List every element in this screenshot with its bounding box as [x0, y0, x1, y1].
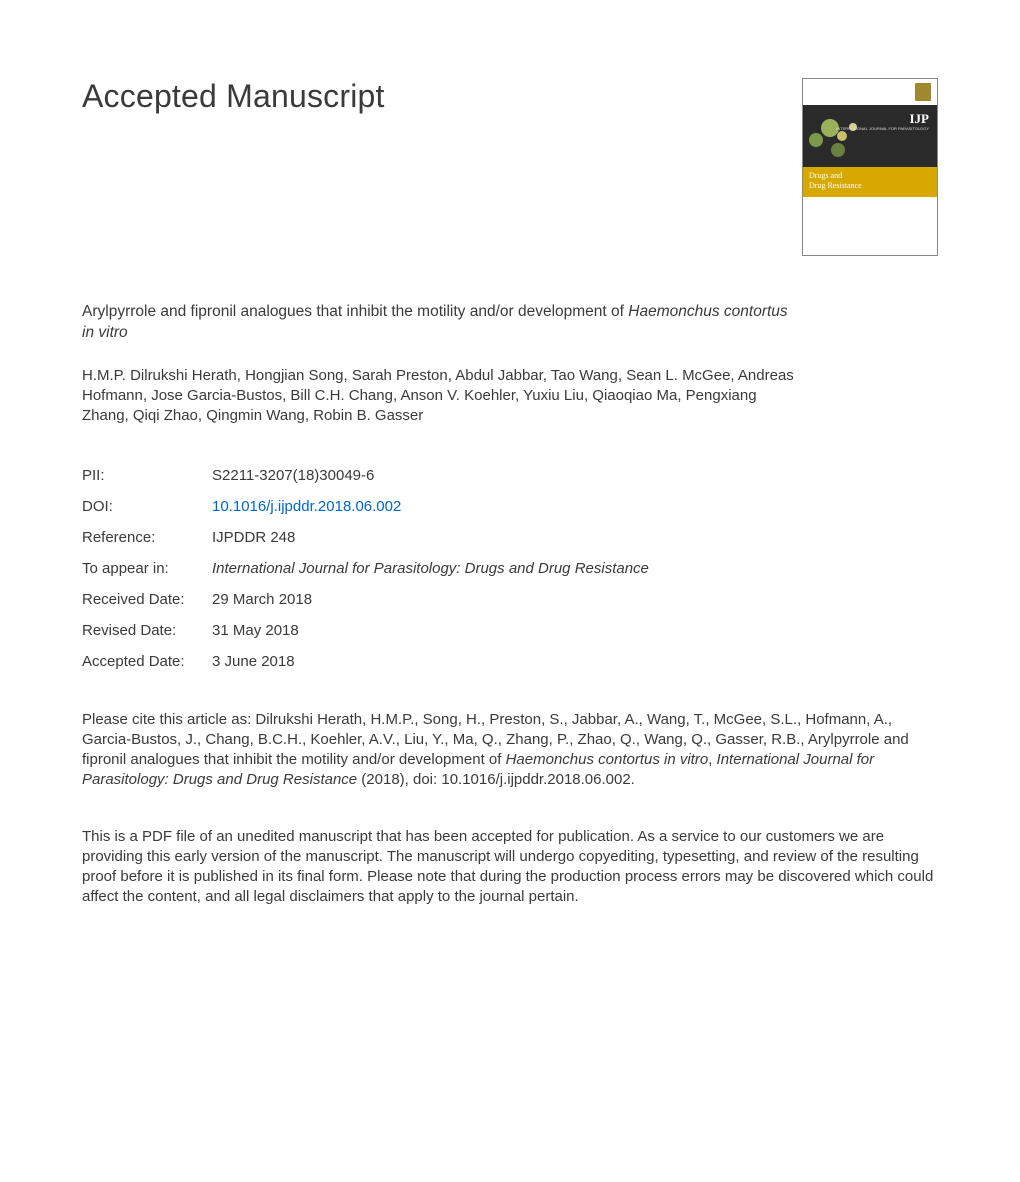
cover-dark-band: IJP INTERNATIONAL JOURNAL FOR PARASITOLO… — [803, 105, 937, 167]
cover-band-line2: Drug Resistance — [809, 181, 931, 191]
meta-label-received: Received Date: — [82, 591, 212, 608]
meta-label-reference: Reference: — [82, 529, 212, 546]
disclaimer-text: This is a PDF file of an unedited manusc… — [82, 827, 938, 908]
meta-value-received: 29 March 2018 — [212, 591, 312, 608]
meta-row-doi: DOI: 10.1016/j.ijpddr.2018.06.002 — [82, 498, 802, 515]
elsevier-logo-icon — [915, 83, 931, 101]
doi-link[interactable]: 10.1016/j.ijpddr.2018.06.002 — [212, 498, 401, 515]
citation-italic-species: Haemonchus contortus in vitro — [506, 751, 709, 768]
cover-circle-icon — [831, 143, 845, 157]
meta-label-accepted: Accepted Date: — [82, 653, 212, 670]
content-area: Arylpyrrole and fipronil analogues that … — [82, 302, 802, 670]
meta-row-reference: Reference: IJPDDR 248 — [82, 529, 802, 546]
meta-value-pii: S2211-3207(18)30049-6 — [212, 467, 374, 484]
meta-row-to-appear: To appear in: International Journal for … — [82, 560, 802, 577]
article-title: Arylpyrrole and fipronil analogues that … — [82, 302, 802, 344]
page-heading: Accepted Manuscript — [82, 78, 385, 115]
cover-bottom-band — [803, 197, 937, 256]
meta-label-pii: PII: — [82, 467, 212, 484]
cover-circle-icon — [809, 133, 823, 147]
meta-label-revised: Revised Date: — [82, 622, 212, 639]
meta-value-reference: IJPDDR 248 — [212, 529, 295, 546]
metadata-table: PII: S2211-3207(18)30049-6 DOI: 10.1016/… — [82, 467, 802, 670]
cover-ijp-label: IJP — [910, 111, 930, 127]
header-row: Accepted Manuscript IJP INTERNATIONAL JO… — [82, 78, 938, 256]
meta-row-pii: PII: S2211-3207(18)30049-6 — [82, 467, 802, 484]
cover-band-line1: Drugs and — [809, 171, 931, 181]
meta-label-doi: DOI: — [82, 498, 212, 515]
meta-value-accepted: 3 June 2018 — [212, 653, 295, 670]
meta-row-revised: Revised Date: 31 May 2018 — [82, 622, 802, 639]
meta-row-accepted: Accepted Date: 3 June 2018 — [82, 653, 802, 670]
cover-subtitle-band: Drugs and Drug Resistance — [803, 167, 937, 197]
citation-suffix: (2018), doi: 10.1016/j.ijpddr.2018.06.00… — [357, 771, 635, 788]
meta-label-to-appear: To appear in: — [82, 560, 212, 577]
citation-block: Please cite this article as: Dilrukshi H… — [82, 710, 938, 791]
journal-cover-thumbnail: IJP INTERNATIONAL JOURNAL FOR PARASITOLO… — [802, 78, 938, 256]
citation-mid: , — [708, 751, 716, 768]
cover-ijp-subtitle: INTERNATIONAL JOURNAL FOR PARASITOLOGY — [836, 127, 929, 131]
author-list: H.M.P. Dilrukshi Herath, Hongjian Song, … — [82, 366, 802, 427]
meta-row-received: Received Date: 29 March 2018 — [82, 591, 802, 608]
meta-value-revised: 31 May 2018 — [212, 622, 299, 639]
meta-value-to-appear: International Journal for Parasitology: … — [212, 560, 649, 577]
cover-top-band — [803, 79, 937, 105]
article-title-main: Arylpyrrole and fipronil analogues that … — [82, 303, 624, 320]
cover-circle-icon — [837, 131, 847, 141]
